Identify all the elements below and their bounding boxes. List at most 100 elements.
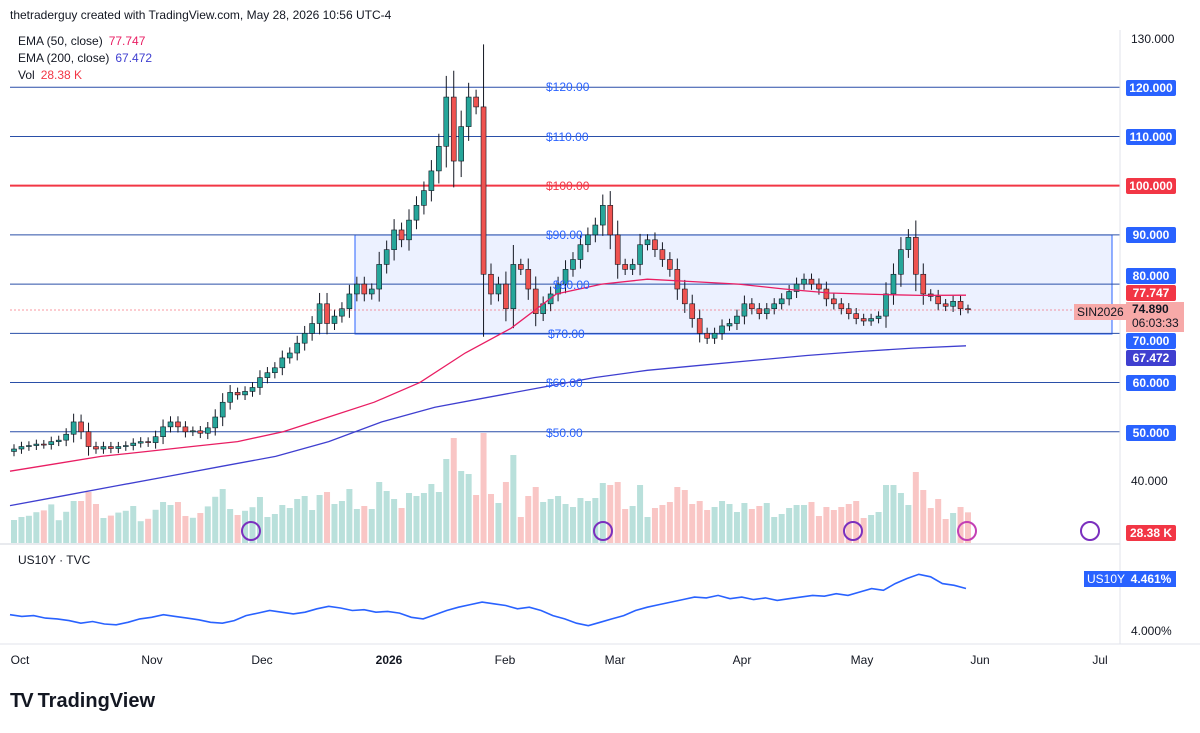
level-label-100: $100.00	[546, 179, 590, 193]
candle	[339, 308, 345, 317]
last-price-value: 74.890	[1132, 302, 1169, 316]
volume-bar	[204, 506, 211, 543]
volume-bar	[637, 485, 644, 543]
volume-bar	[212, 496, 219, 543]
candle	[778, 298, 785, 305]
header-credit: thetraderguy created with TradingView.co…	[10, 8, 392, 22]
volume-bar	[376, 482, 383, 543]
candle	[510, 264, 517, 310]
price-tag-volume: 28.38 K	[1126, 525, 1176, 541]
volume-bar	[256, 497, 263, 543]
volume-bar	[100, 518, 107, 543]
volume-bar	[383, 491, 390, 543]
volume-bar	[614, 482, 621, 543]
ema200-line	[9, 345, 967, 507]
volume-bar	[130, 506, 137, 543]
volume-bar	[48, 504, 55, 543]
volume-bar	[167, 505, 174, 543]
volume-bar	[11, 520, 17, 543]
candle	[905, 237, 912, 250]
candle	[853, 313, 860, 319]
candle	[920, 273, 927, 295]
brand[interactable]: TV TradingView	[10, 690, 155, 713]
volume-bar	[361, 506, 368, 543]
volume-bar	[55, 520, 62, 543]
level-label-70: $70.00	[548, 327, 585, 341]
month-oct: Oct	[10, 653, 30, 667]
volume-bar	[592, 498, 599, 543]
volume-bar	[674, 487, 681, 543]
volume-bar	[689, 504, 696, 543]
candle	[301, 333, 308, 344]
volume-bar	[838, 507, 845, 543]
candle	[122, 445, 129, 447]
volume-bar	[927, 508, 934, 543]
ema50-line	[9, 278, 967, 472]
candle	[368, 288, 375, 295]
legend-ema200[interactable]: EMA (200, close) 67.472	[18, 51, 152, 65]
volume-bar	[696, 501, 703, 543]
volume-bar	[85, 492, 92, 543]
candle	[562, 269, 569, 285]
volume-bar	[622, 509, 629, 543]
volume-bar	[942, 519, 949, 543]
candle	[875, 315, 882, 319]
price-tag-100: 100.000	[1126, 178, 1176, 194]
candle	[257, 377, 263, 388]
month-jul: Jul	[1092, 653, 1108, 667]
candle	[78, 421, 84, 433]
candle	[346, 293, 353, 310]
volume-bar	[704, 510, 711, 543]
volume-bar	[63, 511, 70, 543]
volume-bar	[771, 517, 778, 543]
candle	[376, 264, 383, 290]
event-icon	[1080, 521, 1100, 541]
volume-bar	[868, 515, 875, 543]
volume-bar	[890, 485, 897, 543]
candle	[890, 273, 897, 295]
legend-ema200-value: 67.472	[115, 51, 153, 65]
candle	[622, 264, 628, 270]
candle	[85, 431, 92, 447]
sub-pane-legend[interactable]: US10Y · TVC	[18, 553, 91, 567]
candle	[391, 229, 397, 250]
candle	[70, 421, 77, 435]
volume-bar	[644, 517, 651, 543]
volume-bar	[271, 514, 278, 543]
volume-bar	[778, 514, 785, 543]
candle	[763, 308, 770, 314]
volume-bar	[801, 505, 808, 543]
volume-bar	[286, 508, 293, 543]
candle	[450, 96, 457, 162]
legend-vol-label: Vol	[18, 68, 35, 82]
candle	[935, 296, 941, 305]
volume-bar	[733, 512, 740, 543]
volume-bar	[443, 459, 450, 543]
candle	[428, 170, 435, 191]
month-mar: Mar	[604, 653, 626, 667]
candle	[473, 96, 479, 108]
candle	[808, 278, 815, 285]
event-icon	[593, 521, 613, 541]
volume-bar	[70, 501, 77, 543]
volume-bar	[331, 504, 338, 543]
level-label-120: $120.00	[546, 80, 590, 94]
volume-bar	[473, 495, 480, 543]
us10y-line	[9, 573, 967, 627]
volume-bar	[577, 498, 584, 543]
candle	[212, 416, 219, 429]
candle	[100, 446, 107, 450]
legend-vol[interactable]: Vol 28.38 K	[18, 68, 82, 82]
countdown: 06:03:33	[1132, 316, 1179, 330]
candle	[115, 446, 122, 449]
candle	[823, 288, 830, 300]
volume-bar	[152, 509, 159, 543]
candle	[532, 288, 539, 314]
candle	[48, 441, 55, 445]
candle	[681, 288, 688, 305]
legend-ema50[interactable]: EMA (50, close) 77.747	[18, 34, 145, 48]
candle	[801, 278, 807, 285]
candle	[204, 427, 211, 434]
event-icon	[241, 521, 261, 541]
